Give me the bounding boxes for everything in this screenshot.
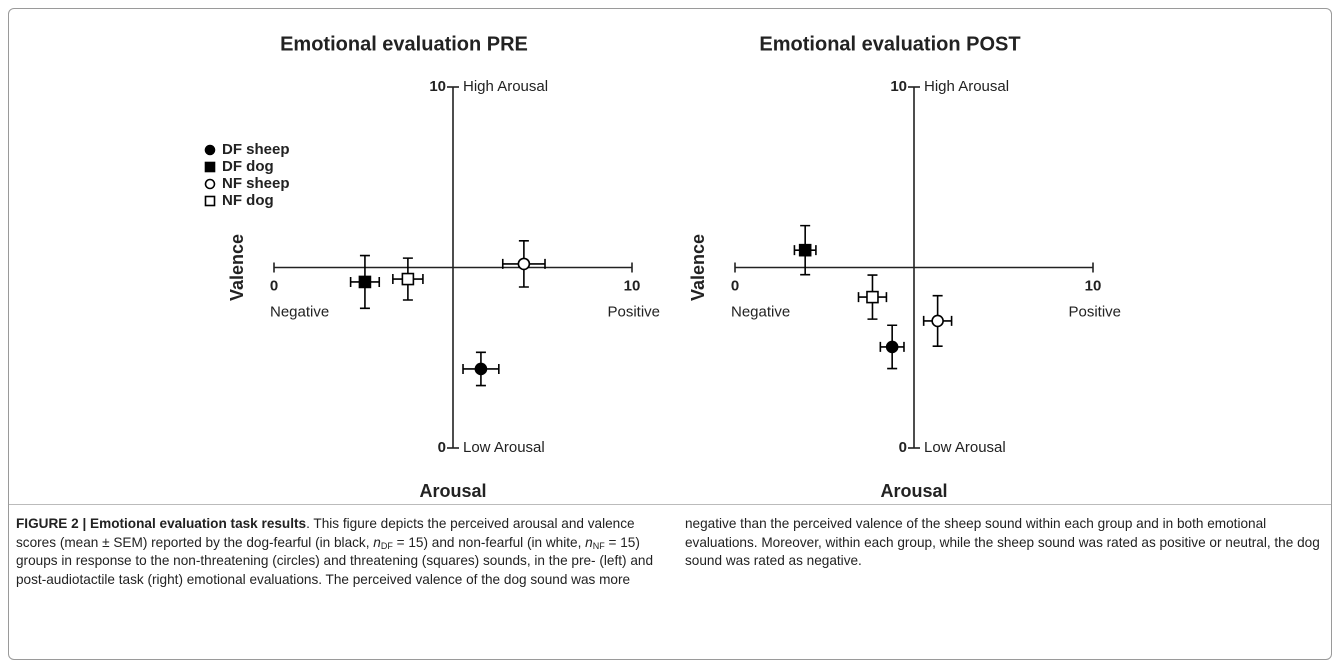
x-tick-label: 10	[1085, 277, 1102, 294]
marker	[517, 257, 531, 271]
caption: FIGURE 2 | Emotional evaluation task res…	[16, 515, 1324, 589]
y-low-label: Low Arousal	[924, 439, 1006, 456]
caption-label: FIGURE 2 | Emotional evaluation task res…	[16, 516, 307, 531]
caption-text: n	[373, 534, 381, 550]
x-low-label: Negative	[731, 303, 790, 320]
y-tick-label: 10	[429, 78, 446, 95]
legend-label: NF sheep	[222, 175, 290, 192]
y-tick-label: 0	[438, 439, 446, 456]
marker	[866, 290, 879, 304]
marker	[204, 178, 216, 190]
y-high-label: High Arousal	[924, 78, 1009, 95]
charts: Emotional evaluation PRE 0 10 0 10 High Arous…	[204, 33, 1121, 501]
x-axis-label: Valence	[227, 234, 247, 301]
caption-text: . This figure depicts the perceived arou…	[16, 516, 635, 550]
x-axis-label: Valence	[688, 234, 708, 301]
marker	[401, 272, 415, 286]
marker	[204, 144, 216, 156]
caption-text: n	[585, 534, 593, 550]
legend-label: NF dog	[222, 192, 274, 209]
caption-text: = 15) and non-fearful (in white,	[392, 534, 586, 550]
legend-label: DF dog	[222, 158, 274, 175]
figure-border	[8, 8, 1332, 660]
x-tick-label: 10	[624, 277, 641, 294]
x-high-label: Positive	[1068, 303, 1121, 320]
marker	[204, 161, 216, 173]
marker	[798, 243, 812, 257]
caption-text: NF	[592, 540, 605, 551]
marker	[474, 362, 488, 376]
chart-title: Emotional evaluation PRE	[280, 33, 528, 55]
marker	[931, 314, 944, 328]
x-tick-label: 0	[270, 277, 278, 294]
marker	[885, 340, 899, 354]
y-low-label: Low Arousal	[463, 439, 545, 456]
marker	[204, 195, 216, 207]
chart-title: Emotional evaluation POST	[759, 33, 1020, 55]
y-high-label: High Arousal	[463, 78, 548, 95]
caption-text: DF	[380, 540, 393, 551]
marker	[358, 275, 372, 289]
x-low-label: Negative	[270, 303, 329, 320]
separator	[9, 504, 1331, 505]
y-tick-label: 0	[899, 439, 907, 456]
y-axis-label: Arousal	[880, 481, 947, 501]
caption-text: = 15) groups in response to the non-thre…	[16, 516, 1320, 587]
y-tick-label: 10	[890, 78, 907, 95]
legend-label: DF sheep	[222, 141, 290, 158]
y-axis-label: Arousal	[419, 481, 486, 501]
x-high-label: Positive	[607, 303, 660, 320]
x-tick-label: 0	[731, 277, 739, 294]
